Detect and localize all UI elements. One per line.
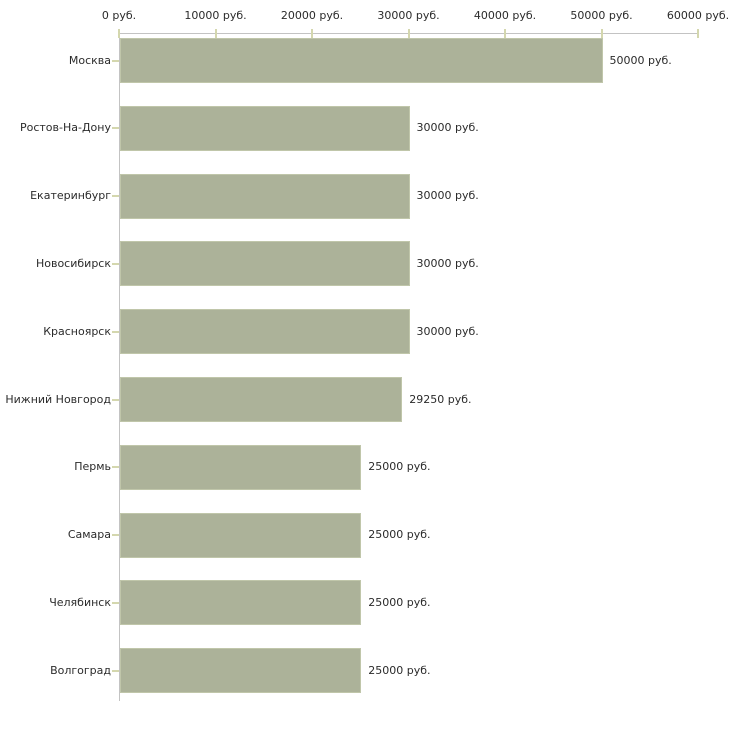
bar (120, 105, 410, 151)
bar (120, 444, 362, 490)
x-axis-tick-label: 30000 руб. (377, 9, 440, 22)
category-tick-mark (112, 127, 119, 130)
y-axis-line (119, 33, 120, 701)
category-tick-mark (112, 534, 119, 537)
category-tick-mark (112, 669, 119, 672)
category-label: Челябинск (49, 595, 111, 609)
value-label: 25000 руб. (368, 460, 431, 474)
category-tick-mark (112, 398, 119, 401)
x-axis-tick-label: 40000 руб. (473, 9, 537, 22)
x-axis-tick-label: 10000 руб. (184, 9, 247, 22)
bar (120, 309, 410, 355)
value-label: 30000 руб. (416, 189, 479, 203)
value-label: 25000 руб. (368, 595, 431, 609)
category-label: Новосибирск (35, 256, 111, 270)
category-tick-mark (112, 262, 119, 265)
category-tick-mark (112, 330, 119, 333)
value-label: 25000 руб. (368, 528, 431, 542)
category-tick-mark (112, 466, 119, 469)
category-label: Пермь (74, 460, 111, 474)
x-axis-tick-label: 20000 руб. (280, 9, 344, 22)
x-axis-tick-mark (214, 29, 217, 38)
value-label: 50000 руб. (609, 53, 672, 67)
x-axis-tick-mark (697, 29, 699, 38)
category-tick-mark (112, 59, 119, 62)
bar (120, 580, 362, 626)
bar (120, 648, 362, 694)
category-label: Нижний Новгород (5, 392, 111, 406)
value-label: 30000 руб. (416, 256, 479, 270)
x-axis-tick-label: 0 руб. (101, 9, 137, 22)
x-axis-tick-label: 60000 руб. (666, 9, 730, 22)
x-axis-tick-mark (118, 29, 120, 38)
x-axis-tick-mark (504, 29, 506, 38)
category-label: Волгоград (50, 663, 111, 677)
category-label: Самара (67, 528, 111, 542)
x-axis-tick-mark (600, 29, 603, 38)
bar (120, 377, 403, 422)
category-tick-mark (112, 601, 119, 604)
bar (120, 38, 603, 83)
value-label: 30000 руб. (416, 121, 479, 135)
value-label: 29250 руб. (409, 392, 472, 406)
category-label: Красноярск (43, 324, 111, 338)
bar (120, 512, 362, 558)
value-label: 25000 руб. (368, 663, 431, 677)
category-label: Ростов-На-Дону (19, 121, 111, 135)
bar (120, 241, 410, 287)
x-axis-tick-mark (311, 29, 313, 38)
category-label: Екатеринбург (30, 189, 111, 203)
value-label: 30000 руб. (416, 324, 479, 338)
x-axis-tick-mark (407, 29, 410, 38)
bar (120, 173, 410, 219)
x-axis-tick-label: 50000 руб. (570, 9, 633, 22)
category-tick-mark (112, 195, 119, 198)
category-label: Москва (68, 53, 111, 67)
